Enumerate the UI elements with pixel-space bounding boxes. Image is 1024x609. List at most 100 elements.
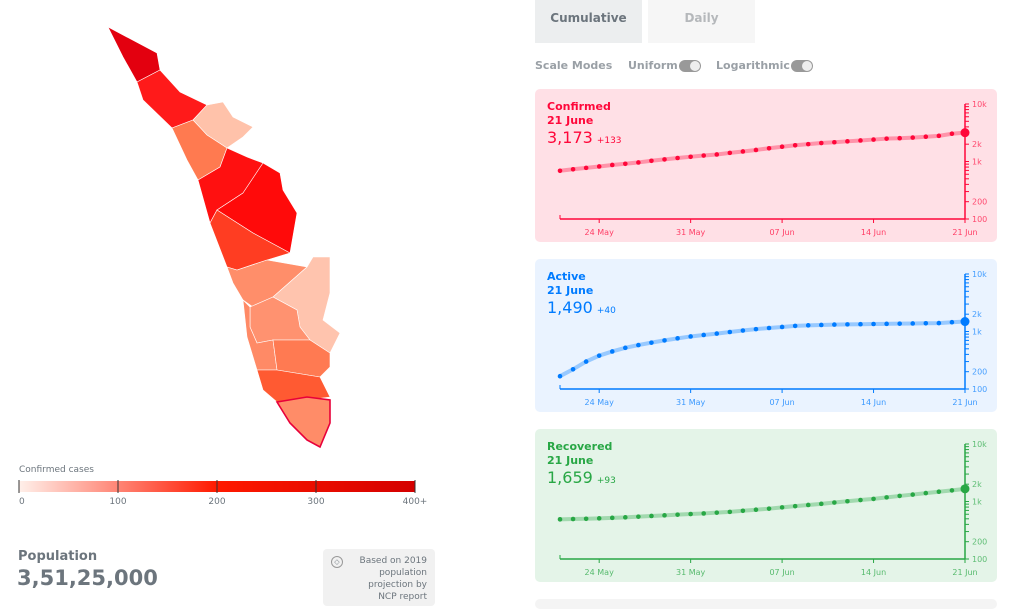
legend-tick-label: 400+ (403, 497, 428, 507)
data-point (714, 510, 720, 515)
data-point (740, 508, 746, 514)
y-tick-label: 10k (972, 440, 987, 449)
data-point (766, 325, 772, 331)
data-point (753, 507, 759, 513)
data-point (792, 142, 798, 148)
y-tick-label: 10k (972, 100, 987, 109)
data-point (649, 158, 654, 164)
data-point (897, 321, 902, 326)
x-tick-label: 21 Jun (952, 228, 977, 237)
x-tick-label: 14 Jun (861, 568, 886, 577)
tab-daily[interactable]: Daily (648, 0, 755, 43)
data-point (884, 495, 889, 500)
y-tick-label: 1k (972, 498, 982, 507)
data-point (675, 155, 680, 161)
data-point (818, 501, 824, 507)
next-chart-panel (535, 599, 997, 609)
data-point (805, 502, 811, 508)
data-point (675, 336, 680, 341)
y-tick-label: 200 (972, 198, 987, 207)
data-point (740, 328, 746, 333)
data-point (818, 322, 824, 328)
y-tick-label: 2k (972, 480, 982, 489)
data-point (805, 141, 811, 147)
y-tick-label: 100 (972, 555, 987, 564)
x-tick-label: 07 Jun (769, 228, 794, 237)
chart-value: 1,659 (547, 468, 593, 487)
data-point (740, 149, 746, 154)
data-point (792, 323, 798, 329)
recovered-chart: 10k 2k 1k 200 100 24 May 31 May 07 Jun 14 Jun 21 … (557, 440, 987, 577)
y-tick-label: 2k (972, 140, 982, 149)
data-point (570, 166, 576, 172)
x-tick-label: 07 Jun (769, 398, 794, 407)
x-tick-label: 31 May (676, 398, 706, 407)
compass-icon: ◇ (331, 556, 343, 568)
legend-tick-label: 300 (307, 497, 324, 507)
data-point (649, 513, 654, 519)
data-point (960, 128, 970, 138)
data-point (714, 331, 720, 336)
data-point (845, 498, 850, 504)
data-point (923, 490, 929, 496)
y-tick-label: 1k (972, 158, 982, 167)
data-point (858, 138, 863, 143)
data-point (960, 317, 970, 327)
data-point (871, 137, 876, 142)
data-point (609, 515, 615, 521)
chart-delta: +133 (596, 136, 622, 146)
confirmed-chart-panel[interactable]: 10k 2k 1k 200 100 24 May 31 May 07 Jun 14 Jun 21 … (535, 89, 997, 242)
data-point (910, 492, 916, 497)
chart-delta: +93 (596, 476, 616, 486)
x-tick-label: 14 Jun (861, 228, 886, 237)
chart-date: 21 June (547, 284, 594, 297)
data-point (923, 134, 929, 140)
kerala-choropleth-map[interactable] (0, 0, 440, 460)
y-tick-label: 100 (972, 385, 987, 394)
uniform-toggle[interactable] (679, 60, 701, 72)
data-point (766, 506, 772, 511)
population-value: 3,51,25,000 (17, 566, 158, 590)
data-point (949, 319, 955, 325)
data-point (636, 160, 641, 165)
data-point (845, 322, 850, 327)
data-point (779, 324, 785, 330)
y-tick-label: 100 (972, 215, 987, 224)
chart-title: Confirmed (547, 100, 611, 113)
chart-date: 21 June (547, 114, 594, 127)
population-note-text: Based on 2019 population projection by N… (359, 556, 427, 602)
data-point (596, 516, 602, 521)
data-point (779, 505, 785, 510)
data-point (897, 135, 902, 141)
chart-delta: +40 (596, 306, 616, 316)
data-point (727, 150, 733, 156)
y-tick-label: 10k (972, 270, 987, 279)
legend-tick-label: 0 (19, 497, 25, 507)
data-point (753, 326, 759, 332)
data-point (714, 152, 720, 157)
active-chart: 10k 2k 1k 200 100 24 May 31 May 07 Jun 14 Jun 21 … (557, 270, 987, 407)
series-line (559, 486, 966, 522)
data-point (871, 321, 876, 327)
data-point (832, 500, 837, 505)
data-point (596, 164, 602, 169)
x-tick-label: 07 Jun (769, 568, 794, 577)
data-point (779, 144, 785, 150)
uniform-label: Uniform (628, 59, 678, 72)
data-point (623, 345, 628, 351)
recovered-chart-panel[interactable]: 10k 2k 1k 200 100 24 May 31 May 07 Jun 14 Jun 21 … (535, 429, 997, 582)
x-tick-label: 24 May (585, 228, 615, 237)
y-tick-label: 200 (972, 538, 987, 547)
logarithmic-toggle[interactable] (791, 60, 813, 72)
tab-cumulative[interactable]: Cumulative (535, 0, 642, 43)
data-point (701, 511, 707, 516)
data-point (832, 139, 837, 145)
data-point (636, 342, 641, 348)
population-label: Population (18, 549, 98, 564)
active-chart-panel[interactable]: 10k 2k 1k 200 100 24 May 31 May 07 Jun 14 Jun 21 … (535, 259, 997, 412)
y-tick-label: 1k (972, 328, 982, 337)
x-tick-label: 14 Jun (861, 398, 886, 407)
logarithmic-label: Logarithmic (716, 59, 790, 72)
district-thiruvananthapuram[interactable] (275, 396, 331, 449)
population-note: ◇ Based on 2019 population projection by… (323, 549, 435, 606)
